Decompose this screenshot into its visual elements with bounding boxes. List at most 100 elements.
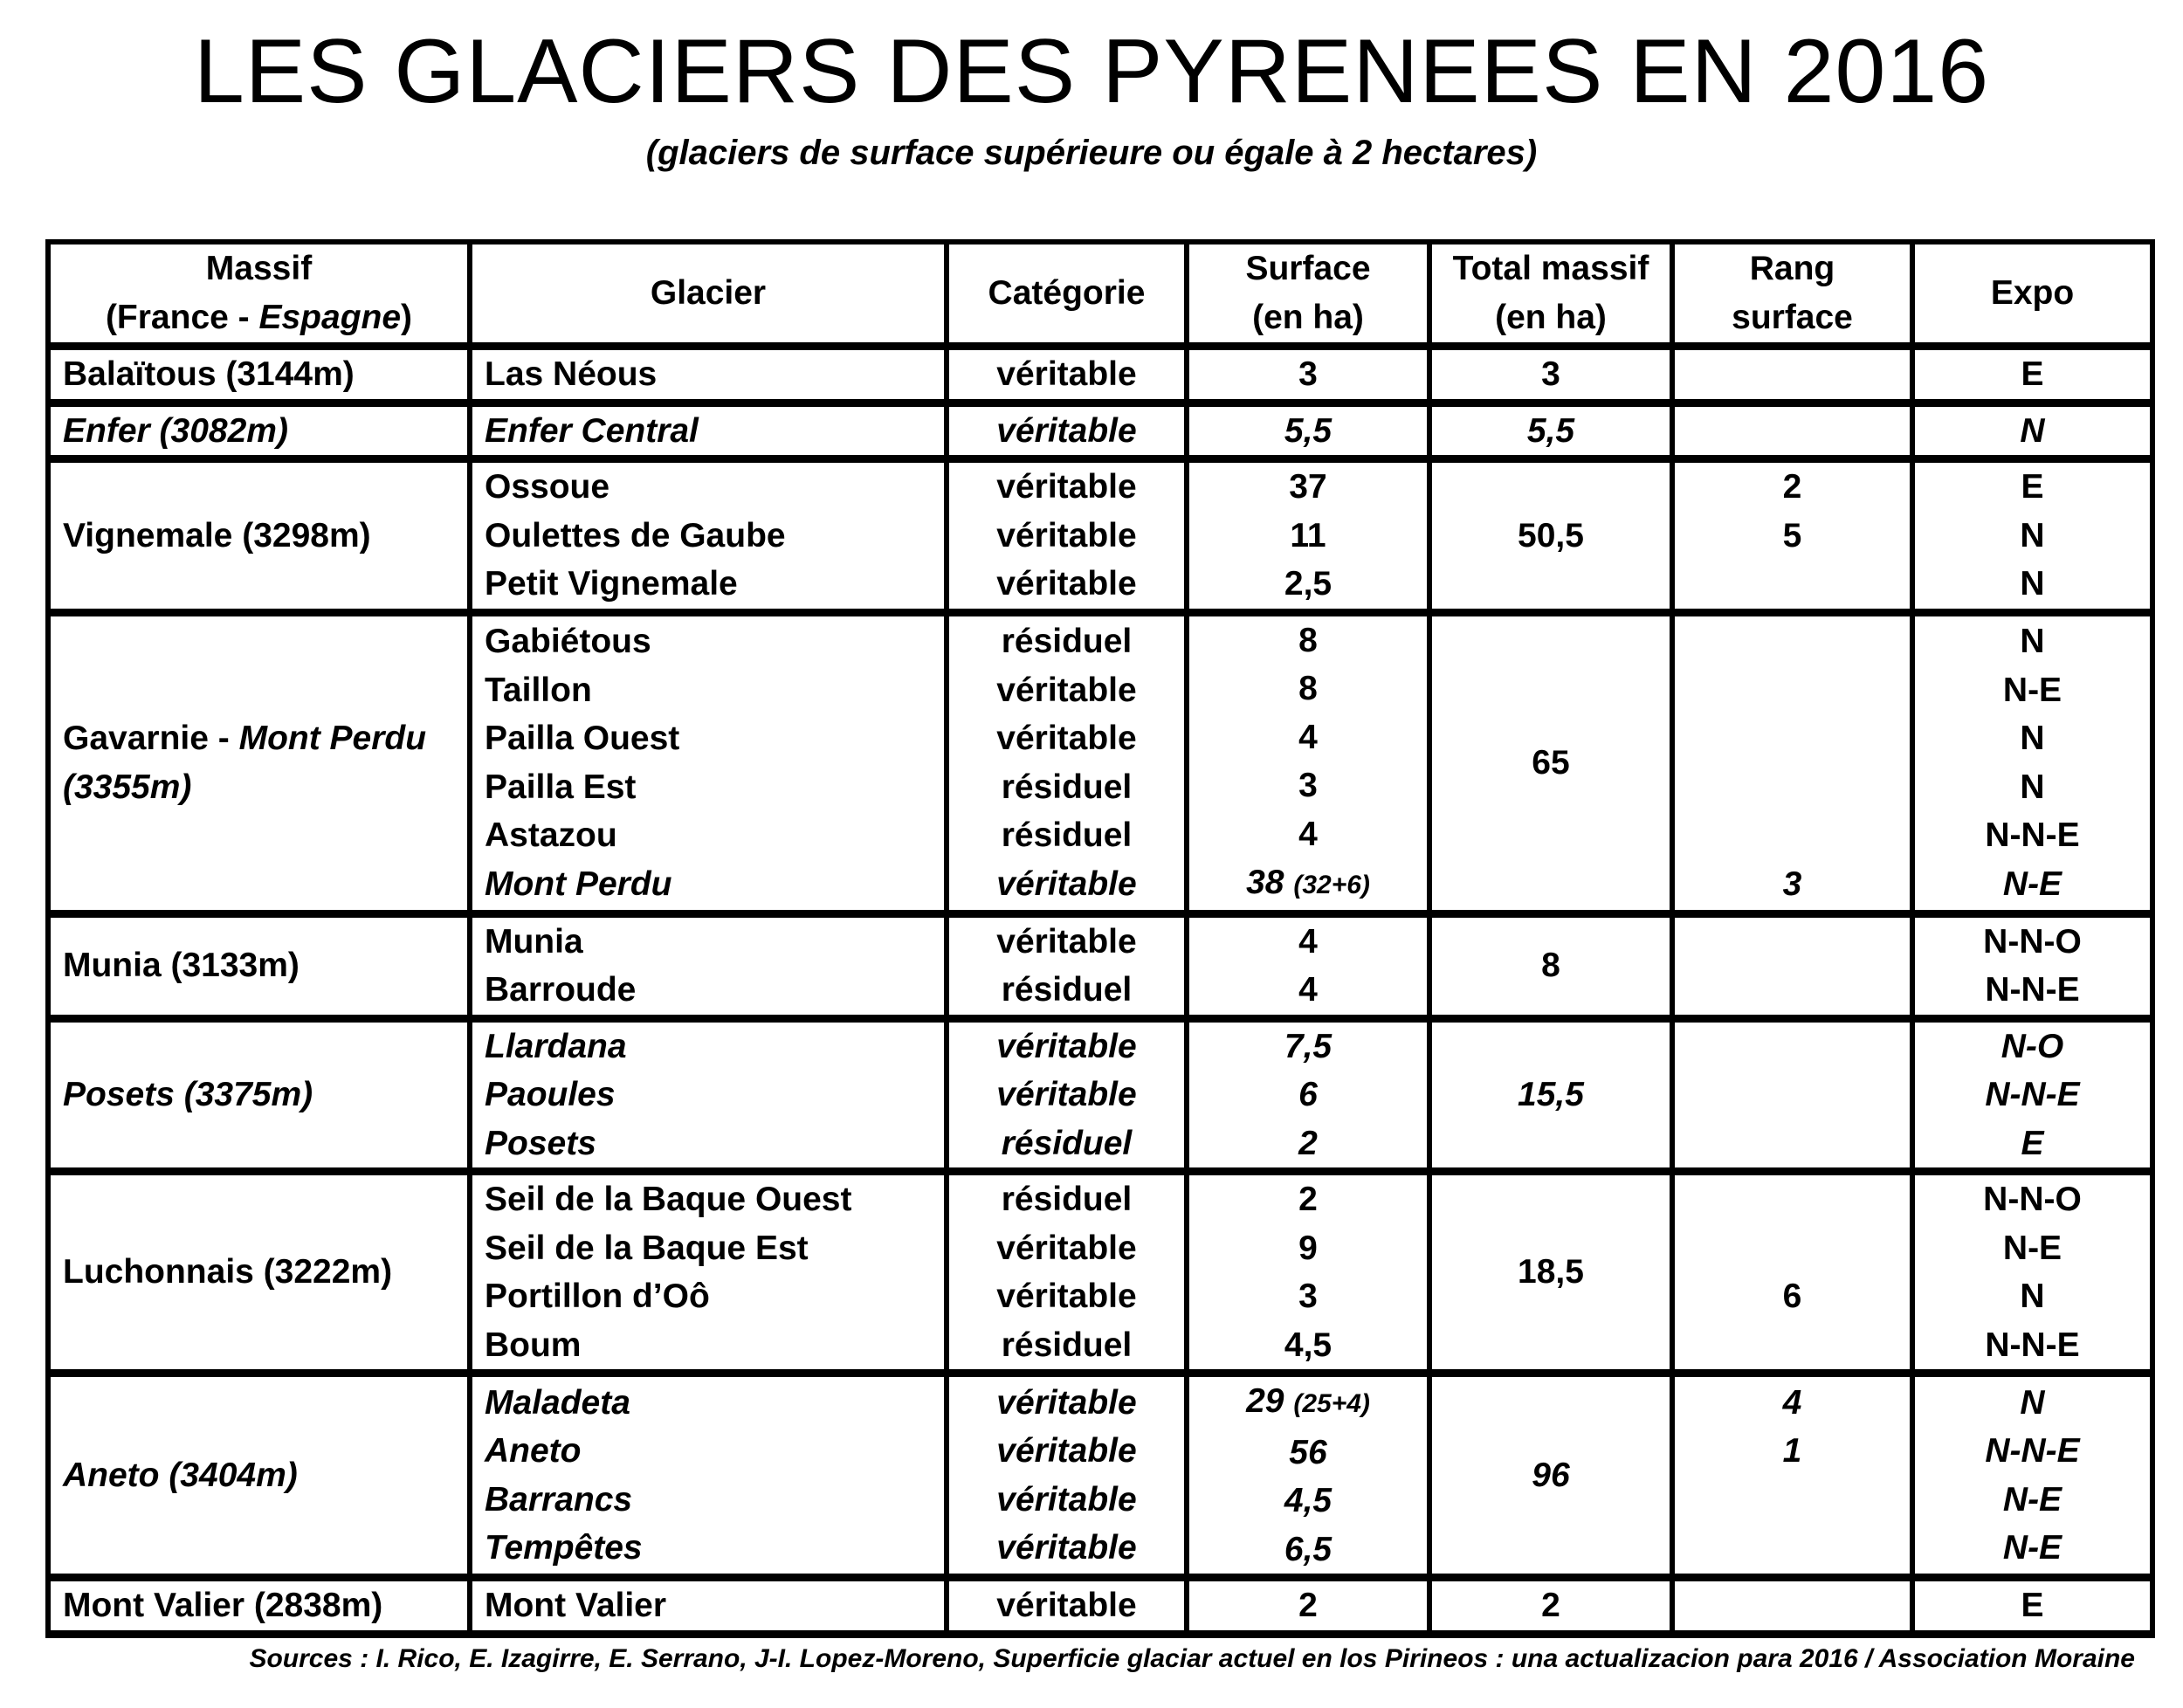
categorie-cell: véritable [944,343,1189,407]
surface-line: 8 [1202,616,1415,665]
categorie-cell: véritable véritable résiduel [944,1016,1189,1175]
surface-line: 37 [1202,463,1415,512]
massif-row: Gavarnie - Mont Perdu (3355m) Gabiétous Tai… [45,610,2155,918]
categorie-value: véritable [996,1480,1137,1519]
surface-value: 3 [1298,767,1318,804]
massif-name-line: Aneto (3404m) [63,1451,455,1500]
massif-row: Munia (3133m) Munia Barroude véritable résid… [45,911,2155,1023]
massif-name-line: Enfer (3082m) [63,407,455,456]
massif-name-cell: Aneto (3404m) [45,1370,472,1581]
rang-value [1687,350,1897,399]
categorie-value: véritable [996,355,1137,393]
surface-cell: 3 [1184,343,1432,407]
surface-value: 3 [1298,1278,1318,1315]
glacier-name: Llardana [485,1027,627,1065]
surface-line: 5,5 [1202,407,1415,456]
total-massif-cell: 50,5 [1427,456,1675,616]
surface-line: 3 [1202,1272,1415,1321]
rang-value: 6 [1782,1278,1802,1315]
expo-value: N [2020,516,2045,554]
massif-row: Aneto (3404m) Maladeta Aneto Barrancs Tempêt… [45,1370,2155,1581]
categorie-cell: véritable véritable véritable véritable [944,1370,1189,1581]
rang-value [1687,1175,1897,1224]
glacier-name: Portillon d’Oô [485,1278,710,1315]
categorie-value: résiduel [1001,1124,1133,1162]
expo-value: N-E [2002,671,2062,709]
massif-name-cell: Luchonnais (3222m) [45,1168,472,1377]
massif-name-text: Munia (3133m) [63,947,300,985]
surface-line: 29 (25+4) [1202,1377,1415,1429]
rang-value [1687,617,1897,666]
header-row: Massif (France - Espagne) Glacier Catégo… [45,239,2155,350]
header-massif-line1: Massif [205,250,313,287]
header-surface: Surface (en ha) [1184,239,1432,350]
glacier-name: Oulettes de Gaube [485,516,786,554]
sources-note: Sources : I. Rico, E. Izagirre, E. Serra… [249,1644,2135,1673]
rang-value [1687,666,1897,715]
surface-value: 4 [1298,971,1318,1009]
categorie-value: véritable [996,864,1137,903]
header-massif-line2-prefix: (France - [105,299,259,336]
rang-value [1687,407,1897,456]
expo-cell: N [1910,400,2155,463]
surface-detail: (32+6) [1293,871,1370,899]
categorie-value: véritable [996,1383,1137,1422]
glacier-name: Seil de la Baque Ouest [485,1181,852,1218]
rang-value [1687,1581,1897,1630]
massif-name-part: Gavarnie - [63,720,239,757]
rang-value [1687,560,1897,609]
massif-row: Mont Valier (2838m) Mont Valier véritable 2… [45,1574,2155,1638]
massif-name-line: Posets (3375m) [63,1071,455,1119]
categorie-cell: véritable [944,400,1189,463]
rang-value: 2 [1782,468,1802,506]
rang-cell [1670,400,1915,463]
glacier-name: Seil de la Baque Est [485,1229,809,1267]
expo-value: N-E [2002,1480,2062,1519]
surface-line: 6,5 [1202,1525,1415,1574]
categorie-value: véritable [996,671,1137,709]
surface-value: 37 [1289,468,1327,506]
categorie-cell: véritable [944,1574,1189,1638]
glacier-name: Pailla Est [485,768,637,806]
header-surface-line1: Surface [1245,250,1371,287]
massif-name-text: Aneto (3404m) [63,1456,298,1494]
expo-cell: N-N-O N-E N N-N-E [1910,1168,2155,1377]
rang-cell [1670,1016,1915,1175]
massif-row: Posets (3375m) Llardana Paoules Posets vérit… [45,1016,2155,1175]
glacier-name: Munia [485,922,583,961]
massif-name-line: Gavarnie - Mont Perdu [63,714,455,763]
surface-cell: 2 9 3 4,5 [1184,1168,1432,1377]
surface-value: 7,5 [1284,1027,1333,1065]
glacier-name: Maladeta [485,1383,630,1422]
glacier-name: Mont Perdu [485,864,672,903]
rang-value: 5 [1782,516,1802,554]
expo-value: E [2021,355,2044,393]
surface-line: 9 [1202,1224,1415,1273]
expo-value: N-O [2001,1027,2064,1065]
surface-value: 2,5 [1284,565,1333,603]
surface-line: 11 [1202,512,1415,561]
surface-cell: 37 11 2,5 [1184,456,1432,616]
total-massif-cell: 2 [1427,1574,1675,1638]
surface-cell: 7,5 6 2 [1184,1016,1432,1175]
massif-name-line: Balaïtous (3144m) [63,350,455,399]
rang-value [1687,1023,1897,1071]
rang-value [1687,1071,1897,1119]
rang-value [1687,1321,1897,1370]
expo-value: N-N-E [1985,1326,2080,1364]
glacier-cell: Seil de la Baque Ouest Seil de la Baque E… [467,1168,949,1377]
expo-value: N [2020,1278,2045,1315]
massif-name-line: Luchonnais (3222m) [63,1248,455,1297]
surface-line: 4 [1202,810,1415,859]
expo-cell: N-N-O N-N-E [1910,911,2155,1023]
glacier-name: Tempêtes [485,1529,643,1567]
surface-line: 2 [1202,1175,1415,1224]
total-massif-cell: 5,5 [1427,400,1675,463]
header-expo: Expo [1910,239,2155,350]
total-massif-cell: 18,5 [1427,1168,1675,1377]
surface-line: 4 [1202,713,1415,762]
